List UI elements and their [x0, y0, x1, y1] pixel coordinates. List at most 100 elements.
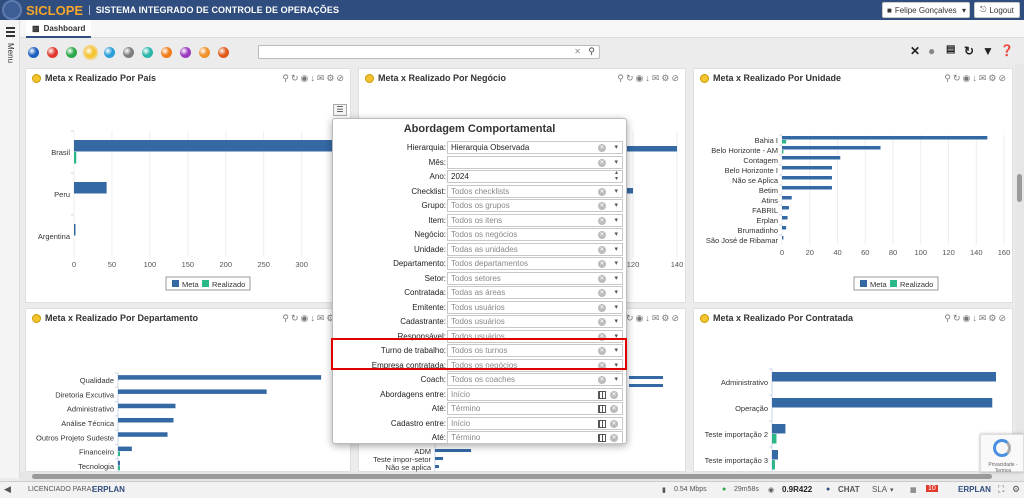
filter-field[interactable]: Todos os negócios ✕ ▾: [447, 228, 623, 241]
clear-icon[interactable]: ✕: [610, 419, 618, 428]
chevron-down-icon[interactable]: ▾: [614, 376, 618, 383]
clear-icon[interactable]: ✕: [598, 144, 606, 152]
filter-field[interactable]: Todas as áreas ✕ ▾: [447, 286, 623, 299]
spinner-icon[interactable]: ▴ ▾: [614, 170, 618, 182]
chevron-down-icon[interactable]: ▾: [614, 274, 618, 282]
dashboard-search-input[interactable]: ✕ ⚲: [258, 45, 600, 59]
sla-label[interactable]: SLA: [872, 485, 888, 494]
calendar-icon[interactable]: [598, 405, 606, 413]
clear-icon[interactable]: ✕: [598, 274, 606, 283]
notification-badge[interactable]: 10: [926, 485, 938, 492]
hamburger-icon[interactable]: [6, 27, 15, 37]
panel-actions-icons[interactable]: ⚲↻◉↓✉⚙⊘: [944, 73, 1008, 83]
filter-field[interactable]: Todos departamentos ✕ ▾: [447, 257, 623, 270]
panel-actions-icons[interactable]: ⚲↻◉↓✉⚙⊘: [282, 73, 346, 83]
filter-field[interactable]: Todos usuários ✕ ▾: [447, 315, 623, 328]
panel-actions-icons[interactable]: ⚲↻◉↓✉⚙⊘: [617, 313, 681, 323]
tab-dashboard[interactable]: ▩ Dashboard: [26, 20, 92, 38]
color-filter-icon-0[interactable]: [28, 47, 39, 58]
chevron-down-icon[interactable]: ▾: [614, 187, 618, 195]
calendar-icon[interactable]: [598, 390, 606, 399]
vertical-scrollbar[interactable]: [1015, 64, 1024, 472]
clear-icon[interactable]: ✕: [598, 158, 606, 167]
chevron-down-icon[interactable]: ▾: [890, 487, 894, 494]
color-filter-icon-10[interactable]: [218, 47, 229, 58]
chevron-down-icon[interactable]: ▾: [614, 144, 618, 151]
clear-icon[interactable]: ✕: [598, 347, 606, 355]
filter-field[interactable]: Todos os itens ✕ ▾: [447, 213, 623, 227]
clear-icon[interactable]: ✕: [598, 376, 606, 384]
filter-field[interactable]: Início ✕: [447, 416, 623, 430]
color-filter-icon-3[interactable]: [85, 47, 96, 58]
filter-icon[interactable]: ▼: [982, 44, 994, 58]
refresh-icon[interactable]: ↻: [964, 44, 975, 58]
filter-field[interactable]: Todos os turnos ✕ ▾: [447, 344, 623, 357]
color-filter-icon-1[interactable]: [47, 47, 58, 58]
calendar-icon[interactable]: [598, 434, 606, 442]
filter-field[interactable]: Todas as unidades ✕ ▾: [447, 242, 623, 256]
horizontal-scrollbar[interactable]: [20, 472, 1024, 481]
gray-circle-icon[interactable]: ●: [928, 44, 936, 58]
color-filter-icon-2[interactable]: [66, 47, 77, 58]
fullscreen-icon[interactable]: ⛶: [998, 484, 1005, 494]
filter-field[interactable]: Início ✕: [447, 387, 623, 401]
logout-button[interactable]: ⎋ Logout: [974, 2, 1020, 18]
chevron-down-icon[interactable]: ▾: [614, 347, 618, 354]
chevron-down-icon[interactable]: ▾: [614, 303, 618, 311]
search-icon[interactable]: ⚲: [588, 46, 595, 56]
chat-icon[interactable]: ●: [826, 486, 831, 493]
clear-icon[interactable]: ✕: [598, 318, 606, 326]
chart-menu-icon[interactable]: ☰: [333, 104, 347, 116]
chat-label[interactable]: CHAT: [838, 485, 860, 494]
filter-field[interactable]: Todos os grupos ✕ ▾: [447, 199, 623, 212]
filter-field[interactable]: Término ✕: [447, 431, 623, 444]
chevron-down-icon[interactable]: ▾: [614, 216, 618, 224]
filter-field[interactable]: 2024 ▴ ▾: [447, 170, 623, 183]
chevron-down-icon[interactable]: ▾: [614, 260, 618, 267]
chevron-down-icon[interactable]: ▾: [614, 361, 618, 369]
color-filter-icon-7[interactable]: [161, 47, 172, 58]
clear-icon[interactable]: ✕: [598, 216, 606, 225]
filter-field[interactable]: ✕ ▾: [447, 155, 623, 169]
color-filter-icon-8[interactable]: [180, 47, 191, 58]
calendar-icon[interactable]: [598, 419, 606, 428]
chevron-down-icon[interactable]: ▾: [614, 289, 618, 296]
clear-search-icon[interactable]: ✕: [574, 47, 581, 56]
filter-field[interactable]: Todos usuários ✕ ▾: [447, 300, 623, 314]
clear-icon[interactable]: ✕: [610, 434, 618, 442]
clear-icon[interactable]: ✕: [598, 245, 606, 254]
apps-icon[interactable]: ▦: [910, 487, 917, 494]
clear-icon[interactable]: ✕: [598, 260, 606, 268]
color-filter-icon-9[interactable]: [199, 47, 210, 58]
chevron-down-icon[interactable]: ▾: [614, 231, 618, 238]
clear-icon[interactable]: ✕: [598, 303, 606, 312]
chevron-down-icon[interactable]: ▾: [614, 158, 618, 166]
side-menu[interactable]: Menu: [0, 20, 20, 478]
color-filter-icon-5[interactable]: [123, 47, 134, 58]
clear-icon[interactable]: ✕: [598, 231, 606, 239]
chevron-down-icon[interactable]: ▾: [614, 332, 618, 340]
panel-actions-icons[interactable]: ⚲↻◉↓✉⚙⊘: [282, 313, 346, 323]
back-icon[interactable]: ◀: [4, 484, 11, 494]
help-icon[interactable]: ❓: [1000, 45, 1014, 57]
color-filter-icon-4[interactable]: [104, 47, 115, 58]
clear-icon[interactable]: ✕: [610, 405, 618, 413]
user-menu-button[interactable]: ■ Felipe Gonçalves ▾: [882, 2, 970, 18]
settings-icon[interactable]: ⚙: [1012, 484, 1021, 494]
filter-field[interactable]: Todos checklists ✕ ▾: [447, 184, 623, 198]
clear-icon[interactable]: ✕: [598, 289, 606, 297]
screen-icon[interactable]: ▤: [946, 44, 956, 55]
clear-icon[interactable]: ✕: [598, 361, 606, 370]
recaptcha-badge[interactable]: Privacidade - Termos: [980, 434, 1024, 474]
filter-field[interactable]: Todos setores ✕ ▾: [447, 271, 623, 285]
filter-field[interactable]: Término ✕: [447, 402, 623, 415]
clear-icon[interactable]: ✕: [610, 390, 618, 399]
chevron-down-icon[interactable]: ▾: [614, 245, 618, 253]
filter-field[interactable]: Todos os coaches ✕ ▾: [447, 373, 623, 386]
color-filter-icon-6[interactable]: [142, 47, 153, 58]
panel-actions-icons[interactable]: ⚲↻◉↓✉⚙⊘: [617, 73, 681, 83]
filter-field[interactable]: Hierarquia Observada ✕ ▾: [447, 141, 623, 154]
panel-actions-icons[interactable]: ⚲↻◉↓✉⚙⊘: [944, 313, 1008, 323]
chevron-down-icon[interactable]: ▾: [614, 202, 618, 209]
close-icon[interactable]: ✕: [910, 44, 921, 58]
